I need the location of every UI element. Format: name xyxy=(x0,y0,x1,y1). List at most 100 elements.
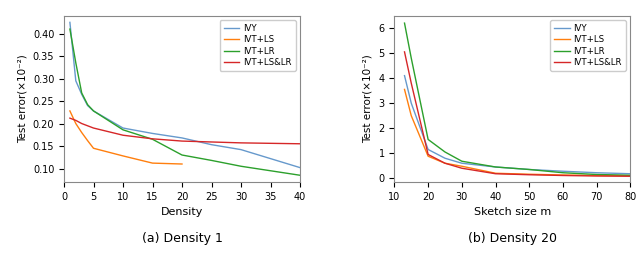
IVT+LS xyxy=(84,139,92,142)
IVY xyxy=(267,157,275,160)
Text: (a) Density 1: (a) Density 1 xyxy=(141,232,223,245)
IVT+LS&LR xyxy=(408,82,415,85)
X-axis label: Density: Density xyxy=(161,207,203,217)
IVT+LS xyxy=(441,162,449,165)
IVT+LR xyxy=(90,109,97,113)
Legend: IVY, IVT+LS, IVT+LR, IVT+LS&LR: IVY, IVT+LS, IVT+LR, IVT+LS&LR xyxy=(550,20,626,71)
IVT+LS xyxy=(119,154,127,158)
IVY xyxy=(207,143,215,146)
IVT+LS&LR xyxy=(627,175,634,178)
IVT+LS&LR xyxy=(178,140,186,143)
IVT+LS xyxy=(593,174,600,177)
IVT+LS xyxy=(401,88,408,91)
IVT+LR xyxy=(627,174,634,177)
IVY xyxy=(237,148,245,151)
Line: IVT+LR: IVT+LR xyxy=(404,23,630,175)
IVT+LR xyxy=(72,61,79,64)
IVT+LS xyxy=(458,165,466,168)
IVY xyxy=(559,170,567,173)
IVT+LS&LR xyxy=(237,141,245,145)
IVY xyxy=(492,165,499,168)
IVT+LR xyxy=(424,138,432,141)
Line: IVT+LS&LR: IVT+LS&LR xyxy=(70,118,300,144)
IVT+LS xyxy=(178,162,186,166)
Line: IVT+LS: IVT+LS xyxy=(70,111,182,164)
IVT+LR xyxy=(119,128,127,131)
Line: IVT+LS: IVT+LS xyxy=(404,89,630,176)
IVT+LS&LR xyxy=(267,142,275,145)
IVT+LR xyxy=(237,165,245,168)
IVT+LS xyxy=(492,172,499,175)
IVT+LS&LR xyxy=(72,119,79,122)
IVT+LS xyxy=(148,161,156,165)
IVY xyxy=(593,171,600,174)
IVT+LS&LR xyxy=(401,50,408,54)
Text: (b) Density 20: (b) Density 20 xyxy=(468,232,557,245)
IVT+LS xyxy=(627,174,634,177)
IVT+LR xyxy=(525,168,533,171)
IVT+LS&LR xyxy=(90,126,97,129)
IVT+LR xyxy=(66,28,74,31)
IVY xyxy=(441,157,449,160)
IVY xyxy=(458,162,466,165)
IVT+LR xyxy=(84,103,92,106)
IVT+LS&LR xyxy=(458,167,466,170)
IVT+LS&LR xyxy=(525,173,533,176)
Y-axis label: Test error(×10⁻²): Test error(×10⁻²) xyxy=(363,54,373,143)
IVT+LS&LR xyxy=(559,174,567,177)
IVT+LR xyxy=(408,57,415,60)
IVT+LS&LR xyxy=(207,140,215,144)
IVY xyxy=(424,148,432,151)
IVT+LS xyxy=(72,122,79,125)
IVY xyxy=(119,126,127,129)
IVY xyxy=(84,104,92,107)
IVY xyxy=(90,109,97,113)
IVT+LS&LR xyxy=(492,172,499,175)
IVT+LS xyxy=(408,114,415,117)
IVT+LR xyxy=(441,151,449,154)
IVT+LS&LR xyxy=(84,124,92,127)
IVY xyxy=(408,102,415,105)
IVT+LR xyxy=(559,171,567,174)
IVY xyxy=(178,136,186,139)
IVT+LS&LR xyxy=(441,162,449,165)
IVT+LR xyxy=(207,159,215,162)
IVT+LS xyxy=(90,147,97,150)
IVT+LS xyxy=(424,155,432,158)
IVT+LR xyxy=(148,138,156,141)
Line: IVY: IVY xyxy=(404,76,630,174)
IVY xyxy=(627,172,634,175)
IVT+LS xyxy=(525,173,533,176)
Line: IVY: IVY xyxy=(70,22,300,168)
IVT+LS&LR xyxy=(593,174,600,178)
IVT+LR xyxy=(458,160,466,163)
IVT+LS&LR xyxy=(119,134,127,137)
IVT+LR xyxy=(492,165,499,168)
IVT+LR xyxy=(593,173,600,176)
IVT+LS&LR xyxy=(148,137,156,140)
IVT+LS&LR xyxy=(424,153,432,156)
IVT+LR xyxy=(296,174,304,177)
Y-axis label: Test error(×10⁻²): Test error(×10⁻²) xyxy=(17,54,27,143)
IVT+LS xyxy=(78,131,86,134)
IVT+LS&LR xyxy=(66,116,74,120)
IVY xyxy=(148,132,156,135)
IVT+LS xyxy=(559,173,567,177)
IVY xyxy=(525,168,533,171)
IVY xyxy=(78,93,86,96)
IVY xyxy=(66,21,74,24)
IVY xyxy=(401,74,408,77)
Legend: IVY, IVT+LS, IVT+LR, IVT+LS&LR: IVY, IVT+LS, IVT+LR, IVT+LS&LR xyxy=(220,20,296,71)
IVT+LS xyxy=(66,109,74,113)
X-axis label: Sketch size m: Sketch size m xyxy=(474,207,551,217)
Line: IVT+LR: IVT+LR xyxy=(70,29,300,175)
IVT+LS&LR xyxy=(296,142,304,145)
IVT+LS&LR xyxy=(78,122,86,125)
IVY xyxy=(296,166,304,169)
Line: IVT+LS&LR: IVT+LS&LR xyxy=(404,52,630,176)
IVT+LR xyxy=(178,153,186,157)
IVT+LR xyxy=(401,22,408,25)
IVT+LR xyxy=(267,169,275,172)
IVY xyxy=(72,79,79,82)
IVT+LR xyxy=(78,92,86,95)
